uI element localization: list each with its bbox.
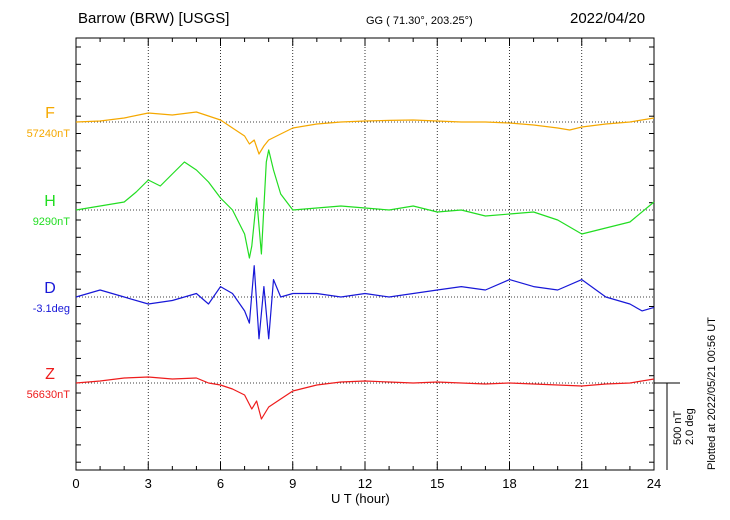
baseline-value-F: 57240nT <box>26 128 70 140</box>
scale-nt-label: 500 nT <box>672 410 684 445</box>
x-tick-label: 21 <box>574 476 589 491</box>
x-tick-label: 24 <box>646 476 662 491</box>
baseline-value-H: 9290nT <box>32 216 70 228</box>
series-line-F <box>75 111 655 155</box>
x-tick-label: 0 <box>72 476 80 491</box>
component-name-D: D <box>44 280 56 297</box>
x-tick-label: 15 <box>430 476 445 491</box>
x-tick-label: 9 <box>289 476 297 491</box>
x-tick-label: 12 <box>357 476 373 491</box>
series-line-D <box>75 265 655 340</box>
series-line-H <box>75 149 655 259</box>
plot-date: 2022/04/20 <box>570 10 646 27</box>
station-title: Barrow (BRW) [USGS] <box>78 10 230 27</box>
x-tick-label: 18 <box>502 476 517 491</box>
baseline-value-D: -3.1deg <box>32 303 70 315</box>
series-line-Z <box>75 376 655 420</box>
x-tick-label: 6 <box>216 476 225 491</box>
plotted-timestamp: Plotted at 2022/05/21 00:56 UT <box>706 317 718 470</box>
geographic-coordinates: GG ( 71.30°, 203.25°) <box>366 15 473 27</box>
x-tick-label: 3 <box>144 476 152 491</box>
component-name-F: F <box>45 105 55 122</box>
component-name-H: H <box>44 193 56 210</box>
component-name-Z: Z <box>45 366 55 383</box>
baseline-value-Z: 56630nT <box>26 389 70 401</box>
x-axis-label: U T (hour) <box>331 491 390 506</box>
scale-deg-label: 2.0 deg <box>684 408 696 445</box>
